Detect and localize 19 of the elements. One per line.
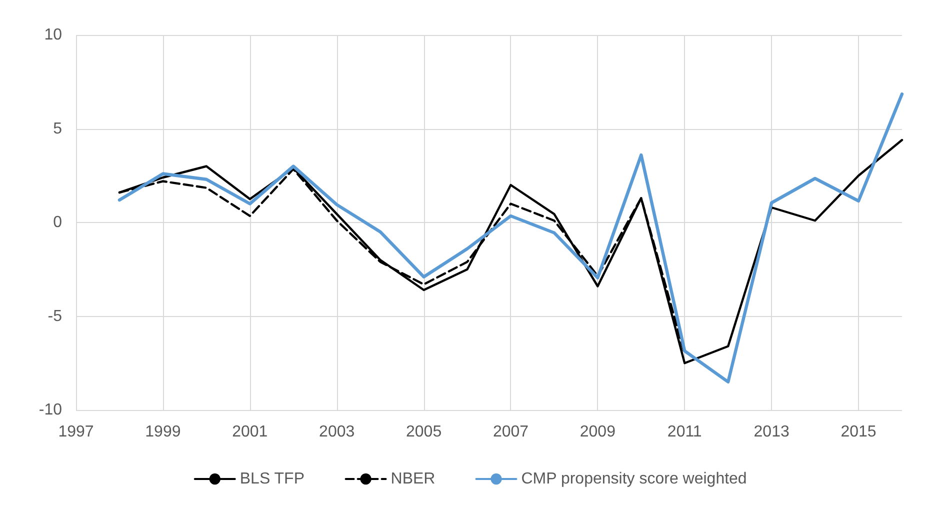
x-tick-label: 2009 [580,424,616,440]
y-tick-label: 5 [53,120,62,138]
y-tick-label: -5 [48,308,62,325]
x-tick-label: 2001 [232,424,268,440]
y-tick-label: 10 [44,26,62,44]
y-tick-label: -10 [38,402,62,418]
legend-label: BLS TFP [240,470,305,488]
x-tick-label: 2015 [840,424,876,440]
x-tick-label: 2007 [492,424,529,440]
x-tick-label: 2011 [667,424,702,440]
legend-label: NBER [390,470,436,488]
line-series [118,92,904,384]
x-tick-label: 2005 [406,424,442,440]
x-tick-label: 1999 [145,424,181,440]
legend-label: CMP propensity score weighted [521,470,747,488]
x-tick-label: 2013 [754,424,790,440]
x-tick-label: 2003 [319,424,355,440]
x-tick-label: 1997 [58,424,94,440]
y-tick-label: 0 [53,214,62,231]
